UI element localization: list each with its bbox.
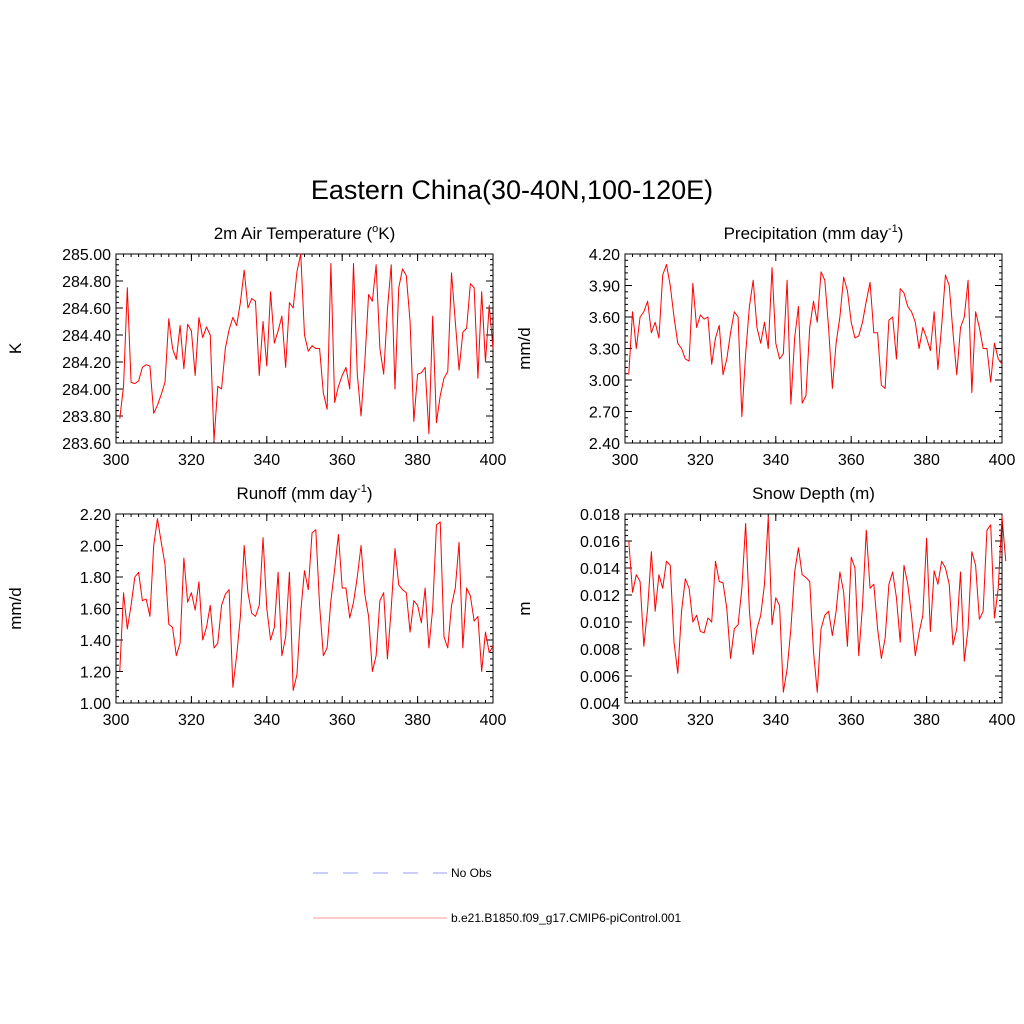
y-tick-label: 285.00	[62, 247, 111, 264]
panel-snow-depth: 300 320 340 360 380 400 0.004 0.006 0.008 0.010 0.…	[515, 484, 1015, 729]
panel-title-sup: -1	[888, 223, 898, 235]
x-tick-label: 360	[329, 452, 356, 469]
y-tick-label: 284.20	[62, 355, 111, 372]
y-tick-label: 3.30	[589, 342, 620, 359]
y-axis-label: K	[6, 342, 25, 354]
x-tick-label: 300	[103, 712, 130, 729]
panel-precipitation: 300 320 340 360 380 400 2.40 2.70 3.00 3.30 3.60 3.…	[515, 223, 1015, 469]
y-tick-label: 2.40	[589, 436, 620, 453]
y-tick-label: 283.60	[62, 436, 111, 453]
y-tick-label: 4.20	[589, 247, 620, 264]
x-tick-label: 400	[989, 712, 1016, 729]
y-tick-label: 0.004	[580, 696, 620, 713]
y-tick-label: 0.008	[580, 642, 620, 659]
panel-title-sup: o	[372, 223, 378, 235]
y-tick-label: 3.90	[589, 279, 620, 296]
figure-title: Eastern China(30-40N,100-120E)	[311, 175, 713, 205]
y-tick-label: 0.006	[580, 669, 620, 686]
x-tick-label: 380	[404, 712, 431, 729]
panel-title-tail: K)	[378, 224, 395, 243]
y-tick-label: 1.60	[80, 602, 111, 619]
x-tick-label: 320	[178, 712, 205, 729]
series-line	[628, 264, 1003, 418]
x-tick-label: 300	[612, 712, 639, 729]
panel-title-tail: )	[898, 224, 904, 243]
y-tick-label: 3.00	[589, 373, 620, 390]
legend-label-model: b.e21.B1850.f09_g17.CMIP6-piControl.001	[451, 911, 681, 925]
y-tick-label: 284.60	[62, 301, 111, 318]
y-tick-label: 1.00	[80, 696, 111, 713]
legend: No Obs b.e21.B1850.f09_g17.CMIP6-piContr…	[313, 866, 681, 925]
y-tick-label: 0.014	[580, 561, 620, 578]
panel-title-main: Precipitation (mm day	[724, 224, 889, 243]
panel-title-main: 2m Air Temperature (	[214, 224, 373, 243]
series-line	[119, 253, 494, 441]
y-tick-label: 1.80	[80, 570, 111, 587]
y-tick-label: 0.010	[580, 615, 620, 632]
y-tick-label: 0.018	[580, 507, 620, 524]
x-tick-label: 360	[329, 712, 356, 729]
panel-title-tail: )	[367, 484, 373, 503]
y-tick-label: 284.80	[62, 274, 111, 291]
x-tick-label: 340	[253, 452, 280, 469]
y-tick-label: 1.20	[80, 665, 111, 682]
y-tick-label: 283.80	[62, 409, 111, 426]
legend-label-no-obs: No Obs	[451, 866, 492, 880]
y-tick-label: 1.40	[80, 633, 111, 650]
x-tick-label: 380	[913, 712, 940, 729]
panel-title: Runoff (mm day-1)	[236, 483, 372, 503]
x-tick-label: 340	[253, 712, 280, 729]
panel-title-main: Runoff (mm day	[236, 484, 357, 503]
y-tick-label: 3.60	[589, 310, 620, 327]
x-tick-label: 400	[480, 712, 507, 729]
x-tick-label: 300	[103, 452, 130, 469]
panel-title: 2m Air Temperature (oK)	[214, 223, 396, 243]
y-tick-label: 284.40	[62, 328, 111, 345]
x-tick-label: 320	[687, 452, 714, 469]
series-line	[628, 516, 1007, 693]
panel-title: Precipitation (mm day-1)	[724, 223, 904, 243]
series-line	[119, 518, 494, 691]
x-tick-label: 320	[687, 712, 714, 729]
panel-title: Snow Depth (m)	[752, 484, 875, 503]
panel-runoff: 300 320 340 360 380 400 1.00 1.20 1.40 1.60 1.80 2.…	[6, 483, 506, 729]
y-tick-label: 2.20	[80, 507, 111, 524]
x-tick-label: 360	[838, 712, 865, 729]
x-tick-label: 340	[762, 712, 789, 729]
panel-temperature: 300 320 340 360 380 400 283.60 283.80 284.00 284.…	[6, 223, 506, 469]
x-tick-label: 320	[178, 452, 205, 469]
y-axis-label: m	[515, 601, 534, 615]
y-tick-label: 0.016	[580, 534, 620, 551]
y-tick-label: 0.012	[580, 588, 620, 605]
y-tick-label: 2.70	[589, 405, 620, 422]
x-tick-label: 360	[838, 452, 865, 469]
x-tick-label: 380	[404, 452, 431, 469]
x-tick-label: 380	[913, 452, 940, 469]
plot-frame	[115, 513, 494, 704]
x-tick-label: 300	[612, 452, 639, 469]
x-tick-label: 400	[480, 452, 507, 469]
x-tick-label: 340	[762, 452, 789, 469]
panels: 300 320 340 360 380 400 283.60 283.80 284.00 284.…	[6, 223, 1015, 729]
panel-title-main: Snow Depth (m)	[752, 484, 875, 503]
y-axis-label: mm/d	[515, 327, 534, 370]
x-tick-label: 400	[989, 452, 1016, 469]
panel-title-sup: -1	[357, 483, 367, 495]
y-axis-label: mm/d	[6, 587, 25, 630]
y-tick-label: 284.00	[62, 382, 111, 399]
y-tick-label: 2.00	[80, 539, 111, 556]
